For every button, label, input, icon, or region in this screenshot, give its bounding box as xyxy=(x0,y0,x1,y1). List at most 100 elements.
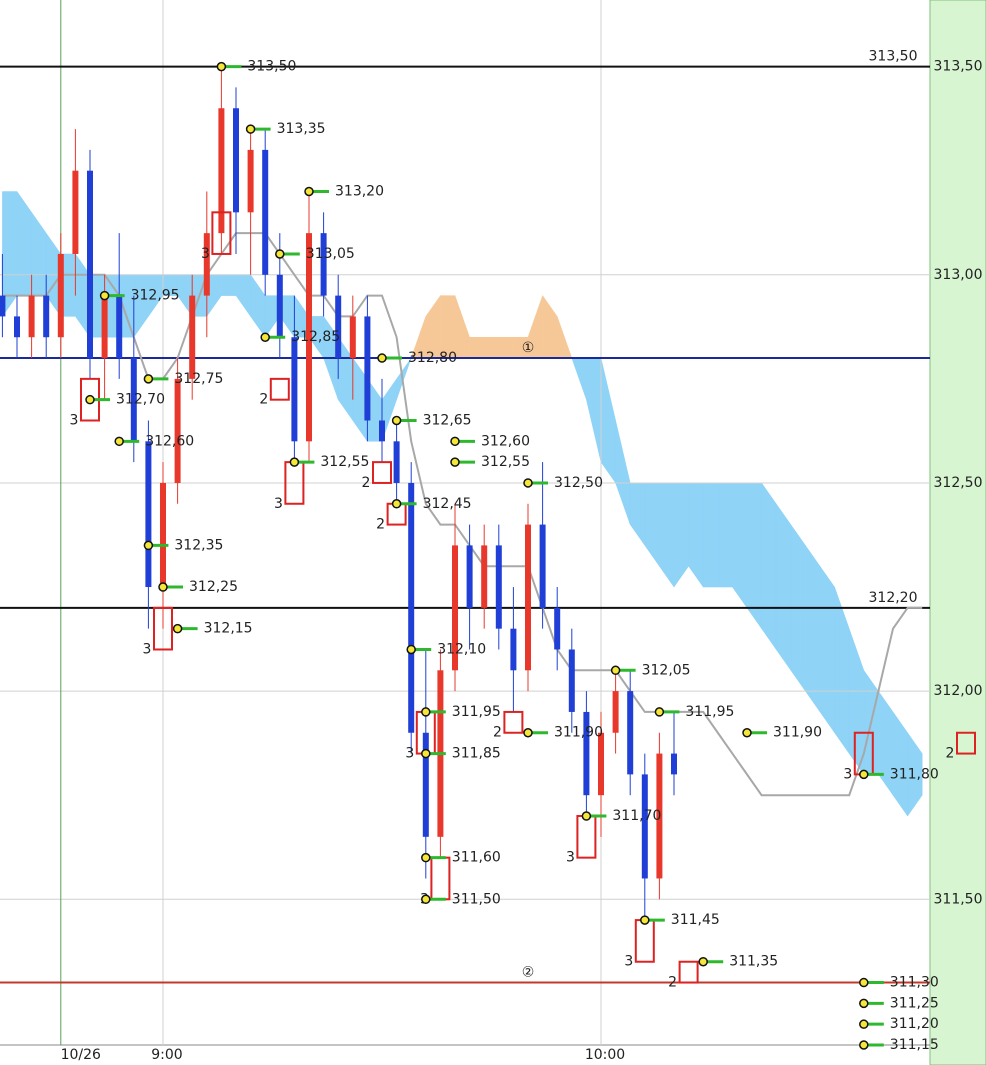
annotation-marker xyxy=(742,727,752,738)
candle-body xyxy=(72,170,79,254)
candle-body xyxy=(276,274,283,338)
candle-body xyxy=(28,295,35,338)
level-label: ② xyxy=(522,965,535,981)
candle-body xyxy=(174,378,181,483)
candle-body xyxy=(495,545,502,629)
candle-body xyxy=(510,628,517,671)
order-count: 3 xyxy=(70,412,79,428)
plot-area xyxy=(0,0,930,1045)
x-tick-label: 10:00 xyxy=(585,1047,625,1063)
candle-body xyxy=(539,524,546,608)
annotation-label: 311,70 xyxy=(612,808,661,824)
annotation-marker xyxy=(275,249,285,259)
order-box xyxy=(211,211,232,255)
annotation-marker xyxy=(421,852,431,863)
annotation-label: 313,50 xyxy=(247,59,296,75)
annotation-label: 312,85 xyxy=(291,329,340,345)
annotation-label: 312,65 xyxy=(423,412,472,428)
annotation-marker xyxy=(158,582,168,592)
annotation-label: 312,35 xyxy=(174,537,223,553)
cloud-segment xyxy=(498,336,514,359)
cloud-segment xyxy=(469,336,485,359)
annotation-marker xyxy=(216,61,227,72)
x-tick-label: 10/26 xyxy=(61,1047,101,1063)
candle-body xyxy=(379,420,385,442)
order-count: 2 xyxy=(362,475,371,491)
annotation-label: 312,45 xyxy=(423,496,472,512)
candle-body xyxy=(335,295,342,359)
candle-body xyxy=(291,337,298,442)
candle-body xyxy=(641,774,648,879)
annotation-marker xyxy=(859,1040,869,1050)
candle-body xyxy=(218,108,225,234)
annotation-label: 311,95 xyxy=(452,704,501,720)
candle-body xyxy=(306,233,312,442)
annotation-marker xyxy=(698,956,708,967)
candle-body xyxy=(583,711,590,796)
annotation-marker xyxy=(391,499,402,509)
annotation-marker xyxy=(859,998,869,1009)
level-label: ① xyxy=(522,340,535,356)
annotation-label: 311,90 xyxy=(554,725,603,741)
order-count: 2 xyxy=(946,746,955,762)
annotation-marker xyxy=(654,707,665,717)
y-tick-label: 312,00 xyxy=(934,683,983,699)
cloud-segment xyxy=(819,565,835,734)
annotation-label: 311,25 xyxy=(890,995,939,1011)
cloud-segment xyxy=(396,357,412,400)
order-count: 3 xyxy=(143,641,152,657)
annotation-label: 312,70 xyxy=(116,392,165,408)
level-label: 312,20 xyxy=(869,590,918,606)
annotation-marker xyxy=(421,707,431,717)
order-count: 3 xyxy=(405,746,414,762)
annotation-label: 313,20 xyxy=(335,184,384,200)
annotation-label: 311,15 xyxy=(890,1037,939,1053)
candle-body xyxy=(627,691,634,775)
order-count: 3 xyxy=(274,496,283,512)
annotation-label: 311,80 xyxy=(890,766,939,782)
annotation-marker xyxy=(289,457,300,467)
annotation-marker xyxy=(304,186,314,197)
candle-body xyxy=(466,545,473,608)
annotation-label: 312,60 xyxy=(481,433,530,449)
annotation-label: 311,20 xyxy=(890,1016,939,1032)
order-box xyxy=(269,377,290,401)
cloud-segment xyxy=(702,482,719,588)
order-box xyxy=(153,606,173,651)
annotation-marker xyxy=(143,374,154,384)
cloud-segment xyxy=(805,544,821,713)
candle-body xyxy=(130,358,137,442)
x-tick-label: 9:00 xyxy=(151,1047,182,1063)
y-tick-label: 311,50 xyxy=(934,891,983,907)
y-tick-label: 313,50 xyxy=(934,59,983,75)
annotation-marker xyxy=(406,644,416,655)
candle-body xyxy=(452,545,458,671)
annotation-label: 312,05 xyxy=(642,662,691,678)
annotation-label: 313,05 xyxy=(306,246,355,262)
order-count: 3 xyxy=(843,766,852,782)
annotation-marker xyxy=(859,769,869,780)
candle-body xyxy=(422,732,429,837)
annotation-label: 311,35 xyxy=(729,954,778,970)
candle-body xyxy=(364,316,371,421)
annotation-label: 312,50 xyxy=(554,475,603,491)
level-label: 313,50 xyxy=(869,49,918,65)
candle-body xyxy=(349,316,356,359)
candle-body xyxy=(189,295,196,379)
annotation-label: 311,60 xyxy=(452,850,501,866)
order-count: 2 xyxy=(493,725,502,741)
order-count: 3 xyxy=(624,954,633,970)
annotation-marker xyxy=(859,1019,869,1029)
annotation-marker xyxy=(143,540,154,551)
order-box xyxy=(503,710,524,734)
annotation-marker xyxy=(85,394,95,405)
cloud-segment xyxy=(746,482,762,630)
candle-body xyxy=(408,482,415,733)
candle-body xyxy=(598,732,604,796)
annotation-label: 311,90 xyxy=(773,725,822,741)
candle-body xyxy=(160,482,166,588)
candle-body xyxy=(14,316,20,338)
annotation-label: 311,30 xyxy=(890,975,939,991)
